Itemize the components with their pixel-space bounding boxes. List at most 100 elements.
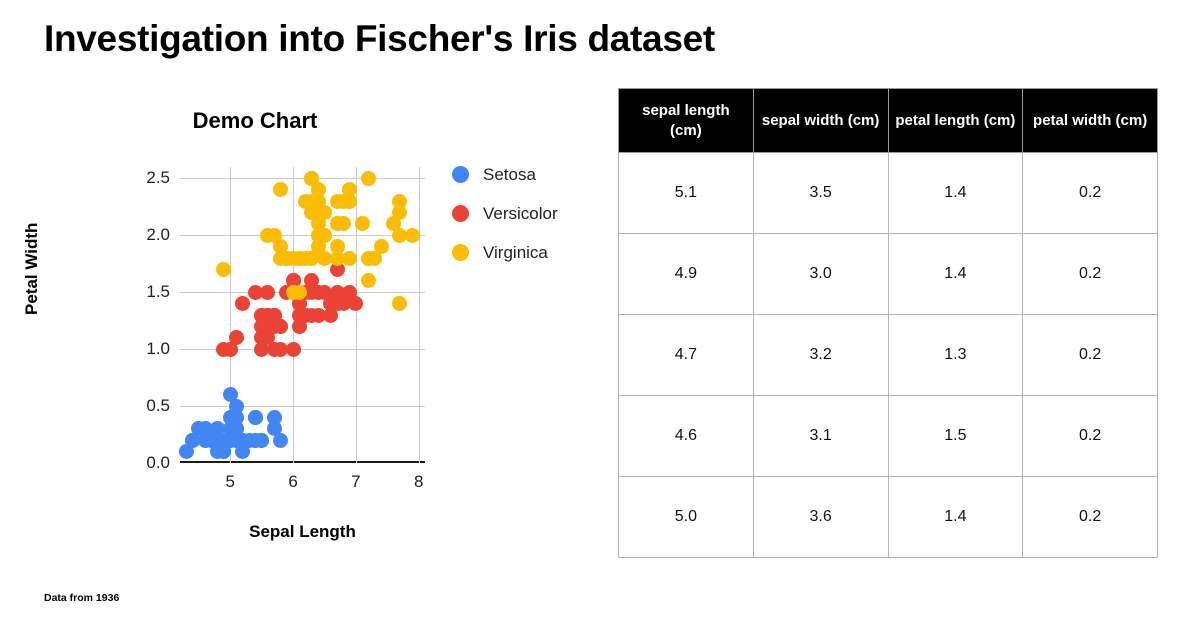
chart-point-setosa <box>254 432 270 448</box>
legend-label: Virginica <box>483 242 548 262</box>
legend-item-virginica[interactable]: Virginica <box>452 233 592 272</box>
chart-point-versicolor <box>329 284 345 300</box>
chart-point-setosa <box>191 421 207 437</box>
table-column-header: sepal width (cm) <box>752 88 889 153</box>
chart-point-virginica <box>260 227 276 243</box>
table-row: 4.9 3.0 1.4 0.2 <box>618 233 1158 315</box>
chart-title: Demo Chart <box>192 108 318 133</box>
chart-point-virginica <box>304 205 320 221</box>
table-cell: 0.2 <box>1022 314 1158 396</box>
chart-point-setosa <box>241 432 257 448</box>
chart-gridline-horizontal <box>180 235 425 237</box>
chart-point-setosa <box>178 444 194 460</box>
table-column-header: sepal length (cm) <box>618 88 754 153</box>
chart-x-tick-label: 7 <box>351 472 361 491</box>
legend-label: Versicolor <box>483 203 558 223</box>
chart-x-axis-line <box>180 461 425 463</box>
chart-point-virginica <box>279 250 295 266</box>
chart-x-axis-ticks: 5 6 7 8 <box>180 472 425 498</box>
iris-data-table: sepal length (cm) sepal width (cm) petal l… <box>618 88 1158 558</box>
chart-point-virginica <box>291 284 307 300</box>
chart-point-setosa <box>229 409 245 425</box>
chart-gridline-vertical <box>418 167 420 463</box>
slide-footer: Data from 1936 <box>44 592 120 604</box>
table-header-row: sepal length (cm) sepal width (cm) petal l… <box>618 88 1158 153</box>
table-row: 5.0 3.6 1.4 0.2 <box>618 476 1158 558</box>
legend-item-setosa[interactable]: Setosa <box>452 155 592 194</box>
chart-point-versicolor <box>291 296 307 312</box>
chart-point-virginica <box>316 250 332 266</box>
chart-point-virginica <box>354 216 370 232</box>
chart-point-versicolor <box>266 318 282 334</box>
chart-point-setosa <box>216 444 232 460</box>
chart-point-virginica <box>298 193 314 209</box>
table-header: sepal length (cm) sepal width (cm) petal l… <box>618 88 1158 153</box>
chart-point-setosa <box>222 421 238 437</box>
chart-point-virginica <box>316 227 332 243</box>
table-cell: 1.3 <box>887 314 1024 396</box>
table-row: 4.6 3.1 1.5 0.2 <box>618 395 1158 477</box>
table-cell: 3.0 <box>752 233 889 315</box>
chart-point-virginica <box>342 250 358 266</box>
chart-legend: Setosa Versicolor Virginica <box>452 155 592 272</box>
chart-point-virginica <box>386 216 402 232</box>
chart-point-versicolor <box>266 307 282 323</box>
table-cell: 1.4 <box>887 476 1024 558</box>
table-cell: 0.2 <box>1022 152 1158 234</box>
table-cell: 0.2 <box>1022 476 1158 558</box>
chart-point-virginica <box>310 216 326 232</box>
chart-point-versicolor <box>342 284 358 300</box>
chart-point-virginica <box>392 227 408 243</box>
table-cell: 3.6 <box>752 476 889 558</box>
chart-x-tick-label: 6 <box>288 472 298 491</box>
table-cell: 4.6 <box>618 395 754 477</box>
scatter-chart: Demo Chart Petal Width 0.0 0.5 1.0 1.5 2.0 2.… <box>22 100 592 570</box>
table-row: 4.7 3.2 1.3 0.2 <box>618 314 1158 396</box>
chart-point-virginica <box>329 193 345 209</box>
chart-point-virginica <box>329 239 345 255</box>
chart-point-virginica <box>360 273 376 289</box>
chart-point-setosa <box>185 432 201 448</box>
chart-point-versicolor <box>335 296 351 312</box>
chart-gridline-vertical <box>355 167 357 463</box>
table-cell: 0.2 <box>1022 395 1158 477</box>
chart-point-versicolor <box>291 318 307 334</box>
chart-point-setosa <box>273 432 288 448</box>
chart-gridline-horizontal <box>180 349 425 351</box>
table-cell: 1.5 <box>887 395 1024 477</box>
table-cell: 3.5 <box>752 152 889 234</box>
table-body: 5.1 3.5 1.4 0.2 4.9 3.0 1.4 0.2 4.7 3.2 1.3 0.2 4.6 3… <box>618 152 1158 558</box>
table-row: 5.1 3.5 1.4 0.2 <box>618 152 1158 234</box>
chart-x-axis-title: Sepal Length <box>249 522 356 541</box>
table-cell: 4.7 <box>618 314 754 396</box>
chart-point-virginica <box>329 216 345 232</box>
chart-point-virginica <box>404 227 420 243</box>
chart-point-versicolor <box>298 307 314 323</box>
table-cell: 5.1 <box>618 152 754 234</box>
chart-y-axis-ticks: 0.0 0.5 1.0 1.5 2.0 2.5 <box>124 167 170 472</box>
table-column-header: petal width (cm) <box>1022 88 1158 153</box>
chart-point-versicolor <box>235 296 251 312</box>
chart-point-setosa <box>197 432 213 448</box>
table-cell: 1.4 <box>887 233 1024 315</box>
chart-point-virginica <box>304 170 320 186</box>
chart-point-virginica <box>392 205 408 221</box>
chart-point-virginica <box>360 250 376 266</box>
table-cell: 3.2 <box>752 314 889 396</box>
chart-point-virginica <box>373 239 389 255</box>
chart-gridline-horizontal <box>180 178 425 180</box>
chart-y-tick-label: 2.0 <box>146 225 170 245</box>
table-column-header: petal length (cm) <box>887 88 1024 153</box>
chart-point-setosa <box>266 421 282 437</box>
chart-point-setosa <box>266 409 282 425</box>
chart-point-setosa <box>235 444 251 460</box>
chart-point-virginica <box>310 182 326 198</box>
legend-item-versicolor[interactable]: Versicolor <box>452 194 592 233</box>
chart-y-tick-label: 1.5 <box>146 282 170 302</box>
chart-point-versicolor <box>254 330 270 346</box>
legend-label: Setosa <box>483 164 536 184</box>
table-cell: 4.9 <box>618 233 754 315</box>
chart-point-setosa <box>222 387 238 403</box>
chart-point-versicolor <box>304 284 320 300</box>
chart-point-versicolor <box>266 341 282 357</box>
